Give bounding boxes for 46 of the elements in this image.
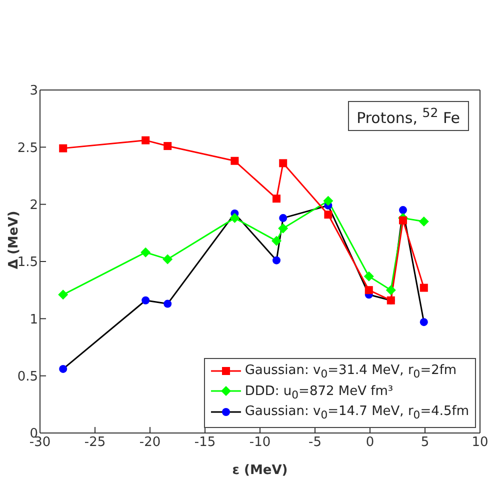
point	[59, 364, 68, 373]
point	[272, 256, 280, 264]
point	[399, 216, 407, 224]
legend-label: Gaussian: v$_{0}$=14.7 MeV, r$_{0}$=4.5fm	[244, 404, 469, 422]
legend-label: DDD: u$_{0}$=872 MeV fm³	[244, 384, 394, 402]
point	[420, 284, 428, 292]
x-tick-label: 0	[366, 435, 374, 450]
point	[230, 213, 240, 224]
y-tick-label: 1	[30, 312, 38, 328]
point	[386, 285, 396, 296]
point	[162, 254, 173, 264]
point	[142, 296, 150, 304]
point	[323, 196, 334, 206]
point	[230, 156, 239, 165]
y-tick-label: 0.5	[17, 369, 38, 384]
point	[164, 142, 172, 150]
point	[164, 300, 172, 308]
point	[142, 136, 150, 144]
x-tick-label: 10	[472, 435, 488, 450]
point	[279, 159, 288, 168]
x-tick-label: -25	[84, 435, 106, 450]
x-tick-label: -30	[29, 435, 51, 450]
x-tick-label: -5	[308, 435, 322, 450]
annotation: Protons, $^{52}$ Fe	[348, 101, 469, 131]
x-tick-label: -15	[194, 435, 216, 450]
point	[364, 271, 374, 282]
point	[364, 286, 373, 294]
point	[272, 236, 282, 246]
point	[58, 290, 68, 300]
x-tick-label: -20	[139, 435, 161, 450]
point	[399, 206, 407, 214]
x-axis-title: ε (MeV)	[232, 463, 288, 478]
point	[59, 144, 68, 152]
x-tick-label: -10	[249, 435, 271, 450]
point	[279, 214, 288, 222]
point	[418, 216, 429, 226]
point	[272, 194, 280, 203]
y-tick-label: 2	[30, 198, 38, 213]
y-tick-label: 3	[30, 84, 38, 99]
y-tick-label: 2.5	[17, 140, 38, 156]
point	[278, 223, 288, 234]
point	[324, 210, 332, 219]
legend-label: Gaussian: v$_{0}$=31.4 MeV, r$_{0}$=2fm	[244, 363, 457, 381]
point	[420, 318, 428, 326]
point	[140, 247, 151, 258]
x-tick-label: 5	[420, 435, 430, 450]
